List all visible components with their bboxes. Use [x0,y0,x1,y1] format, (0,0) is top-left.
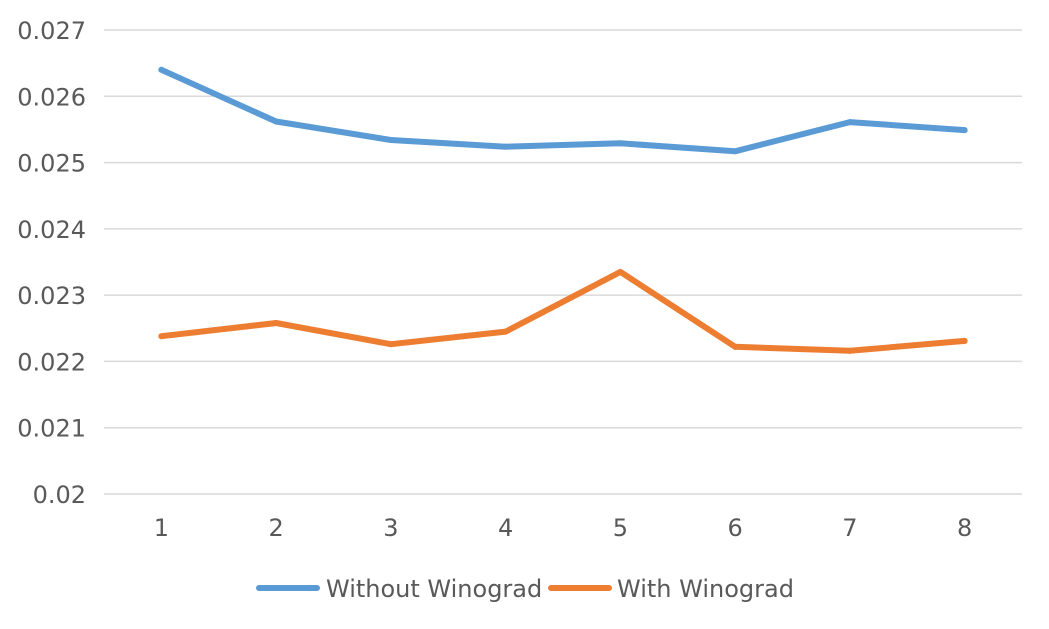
data-point [273,319,280,326]
series-lines [158,66,968,354]
y-tick-label: 0.025 [17,150,86,178]
data-point [158,333,165,340]
series-line-with-winograd [158,268,968,354]
data-point [732,148,739,155]
y-tick-label: 0.027 [17,17,86,45]
data-point [387,341,394,348]
data-point [846,119,853,126]
y-tick-label: 0.024 [17,216,86,244]
y-tick-label: 0.02 [33,481,86,509]
legend: Without Winograd With Winograd [256,575,794,603]
legend-label: With Winograd [617,575,794,603]
y-tick-label: 0.021 [17,415,86,443]
x-tick-label: 5 [613,514,628,542]
x-tick-label: 7 [842,514,857,542]
data-point [846,347,853,354]
data-point [961,337,968,344]
y-tick-label: 0.022 [17,348,86,376]
x-tick-label: 8 [957,514,972,542]
x-tick-label: 2 [268,514,283,542]
data-point [961,127,968,134]
data-point [502,328,509,335]
x-axis-tick-labels: 1 2 3 4 5 6 7 8 [154,514,973,542]
x-tick-label: 4 [498,514,513,542]
x-tick-label: 3 [383,514,398,542]
data-point [273,118,280,125]
data-point [617,140,624,147]
data-point [732,343,739,350]
data-point [387,137,394,144]
gridlines [104,29,1022,495]
x-tick-label: 1 [154,514,169,542]
data-point [158,66,165,73]
legend-label: Without Winograd [326,575,542,603]
y-tick-label: 0.023 [17,282,86,310]
y-axis-tick-labels: 0.02 0.021 0.022 0.023 0.024 0.025 0.026 0.027 [17,17,86,509]
x-tick-label: 6 [727,514,742,542]
data-point [502,143,509,150]
y-tick-label: 0.026 [17,83,86,111]
series-line-without-winograd [158,66,968,155]
data-point [617,268,624,275]
